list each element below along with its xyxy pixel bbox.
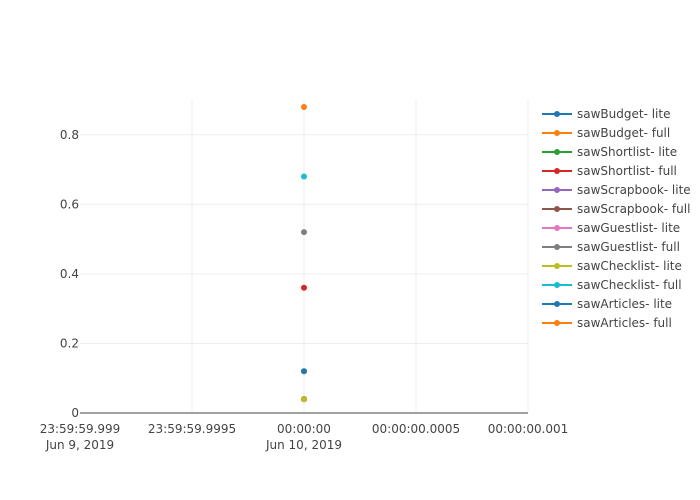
legend-marker-swatch	[554, 149, 560, 155]
legend-marker-swatch	[554, 320, 560, 326]
legend-item[interactable]: sawShortlist- full	[542, 164, 677, 178]
legend-label: sawChecklist- lite	[577, 259, 682, 273]
legend-marker-swatch	[554, 168, 560, 174]
y-tick-label: 0	[71, 406, 79, 420]
legend-label: sawArticles- lite	[577, 297, 672, 311]
y-tick-label: 0.6	[60, 197, 79, 211]
legend-marker-swatch	[554, 301, 560, 307]
y-axis-ticks: 0 0.2 0.4 0.6 0.8	[60, 128, 79, 420]
legend-label: sawGuestlist- lite	[577, 221, 680, 235]
legend-label: sawGuestlist- full	[577, 240, 680, 254]
x-tick-label: 00:00:00	[277, 422, 331, 436]
legend-marker-swatch	[554, 111, 560, 117]
legend-marker-swatch	[554, 225, 560, 231]
legend-marker-swatch	[554, 187, 560, 193]
data-point-8[interactable]	[301, 396, 307, 403]
legend-item[interactable]: sawScrapbook- full	[542, 202, 690, 216]
x-tick-label: 00:00:00.0005	[372, 422, 460, 436]
x-axis-ticks: 23:59:59.999 Jun 9, 2019 23:59:59.9995 00:0…	[40, 422, 569, 452]
legend-item[interactable]: sawGuestlist- full	[542, 240, 680, 254]
legend-item[interactable]: sawScrapbook- lite	[542, 183, 691, 197]
legend-label: sawBudget- full	[577, 126, 670, 140]
plot-area	[80, 100, 529, 414]
legend-label: sawScrapbook- full	[577, 202, 690, 216]
legend: sawBudget- lite sawBudget- full sawShortli…	[542, 107, 691, 330]
legend-item[interactable]: sawArticles- lite	[542, 297, 672, 311]
legend-marker-swatch	[554, 244, 560, 250]
y-tick-label: 0.4	[60, 267, 79, 281]
legend-label: sawScrapbook- lite	[577, 183, 691, 197]
legend-item[interactable]: sawBudget- lite	[542, 107, 670, 121]
x-tick-label: 00:00:00.001	[488, 422, 569, 436]
data-point-10[interactable]	[301, 368, 307, 375]
data-point-7[interactable]	[301, 229, 307, 236]
legend-marker-swatch	[554, 263, 560, 269]
legend-item[interactable]: sawShortlist- lite	[542, 145, 677, 159]
data-points	[301, 103, 307, 403]
y-tick-label: 0.8	[60, 128, 79, 142]
legend-item[interactable]: sawChecklist- lite	[542, 259, 682, 273]
legend-marker-swatch	[554, 130, 560, 136]
grid	[80, 100, 529, 413]
legend-label: sawBudget- lite	[577, 107, 670, 121]
x-tick-label: 23:59:59.999	[40, 422, 121, 436]
y-tick-label: 0.2	[60, 336, 79, 350]
legend-item[interactable]: sawChecklist- full	[542, 278, 682, 292]
data-point-3[interactable]	[301, 284, 307, 291]
legend-marker-swatch	[554, 282, 560, 288]
data-point-11[interactable]	[301, 103, 307, 110]
legend-item[interactable]: sawBudget- full	[542, 126, 670, 140]
data-point-9[interactable]	[301, 173, 307, 180]
legend-label: sawArticles- full	[577, 316, 672, 330]
legend-item[interactable]: sawArticles- full	[542, 316, 672, 330]
legend-label: sawShortlist- lite	[577, 145, 677, 159]
x-tick-date-label: Jun 10, 2019	[265, 438, 342, 452]
legend-item[interactable]: sawGuestlist- lite	[542, 221, 680, 235]
legend-marker-swatch	[554, 206, 560, 212]
x-tick-label: 23:59:59.9995	[148, 422, 236, 436]
legend-label: sawShortlist- full	[577, 164, 677, 178]
x-tick-date-label: Jun 9, 2019	[45, 438, 114, 452]
legend-label: sawChecklist- full	[577, 278, 682, 292]
